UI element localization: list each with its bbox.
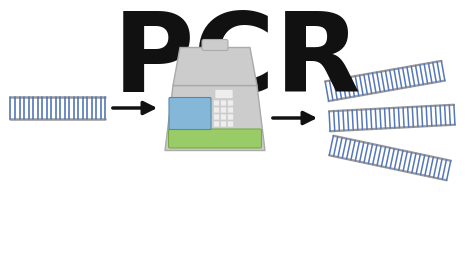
FancyBboxPatch shape bbox=[220, 107, 227, 113]
Polygon shape bbox=[165, 85, 265, 151]
Text: PCR: PCR bbox=[113, 8, 361, 115]
Polygon shape bbox=[173, 48, 257, 85]
FancyBboxPatch shape bbox=[168, 129, 262, 148]
FancyBboxPatch shape bbox=[228, 121, 234, 127]
FancyBboxPatch shape bbox=[213, 107, 219, 113]
FancyBboxPatch shape bbox=[220, 121, 227, 127]
FancyBboxPatch shape bbox=[228, 114, 234, 120]
FancyBboxPatch shape bbox=[213, 121, 219, 127]
FancyBboxPatch shape bbox=[220, 114, 227, 120]
FancyBboxPatch shape bbox=[213, 100, 219, 106]
FancyBboxPatch shape bbox=[169, 98, 211, 130]
FancyBboxPatch shape bbox=[202, 39, 228, 51]
FancyBboxPatch shape bbox=[215, 89, 233, 98]
FancyBboxPatch shape bbox=[213, 114, 219, 120]
FancyBboxPatch shape bbox=[228, 100, 234, 106]
FancyBboxPatch shape bbox=[228, 107, 234, 113]
FancyBboxPatch shape bbox=[220, 100, 227, 106]
